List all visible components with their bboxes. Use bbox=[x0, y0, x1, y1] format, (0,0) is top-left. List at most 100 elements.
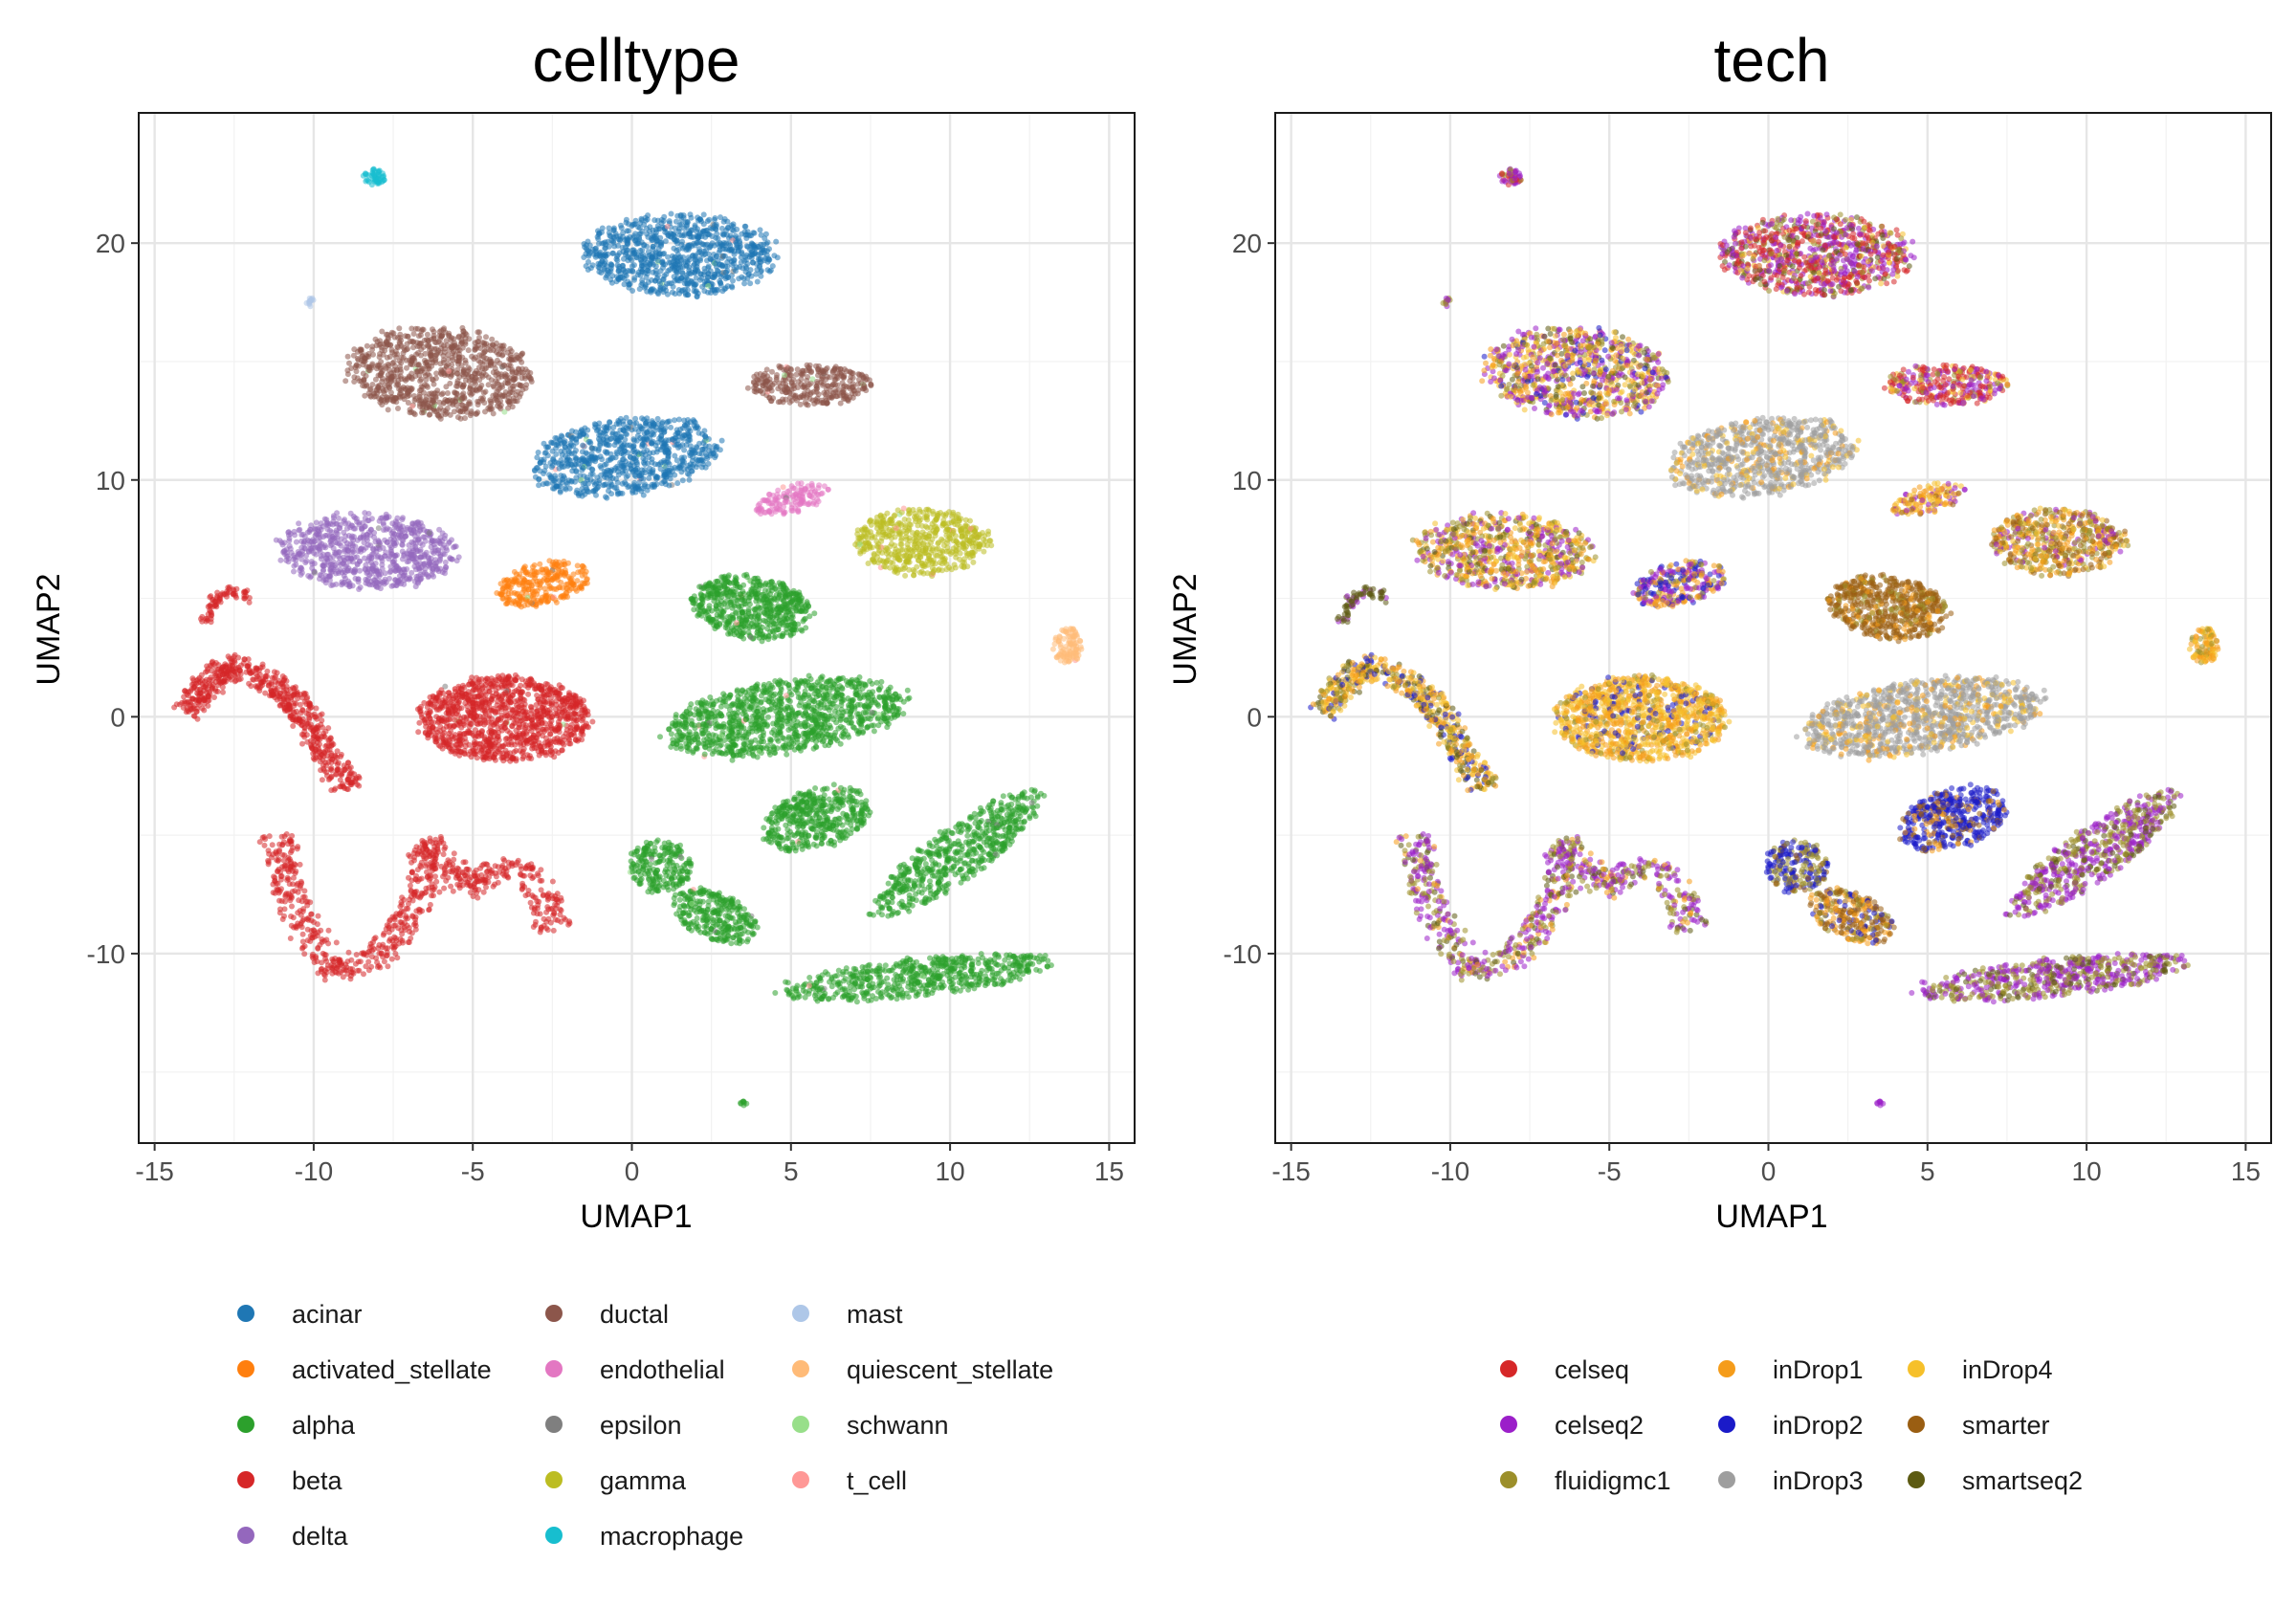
celltype-point bbox=[307, 527, 313, 533]
celltype-point bbox=[491, 385, 497, 390]
celltype-point bbox=[857, 541, 863, 547]
celltype-point bbox=[563, 561, 568, 567]
celltype-point bbox=[608, 451, 614, 457]
celltype-point bbox=[754, 267, 760, 273]
celltype-point bbox=[423, 351, 429, 357]
celltype-point bbox=[860, 386, 866, 392]
celltype-point bbox=[412, 411, 418, 417]
celltype-point bbox=[459, 325, 465, 331]
celltype-point bbox=[579, 429, 585, 434]
celltype-point bbox=[454, 395, 460, 401]
celltype-point bbox=[427, 412, 432, 418]
celltype-point bbox=[424, 337, 430, 342]
celltype-point bbox=[609, 273, 615, 278]
celltype-point bbox=[959, 563, 964, 569]
celltype-point bbox=[551, 440, 557, 446]
celltype-point bbox=[381, 522, 386, 528]
celltype-point bbox=[568, 442, 574, 448]
celltype-point bbox=[294, 539, 299, 545]
celltype-point bbox=[550, 449, 556, 454]
celltype-point bbox=[683, 259, 689, 265]
celltype-point bbox=[842, 383, 848, 388]
celltype-point bbox=[694, 444, 699, 450]
celltype-point bbox=[930, 521, 936, 527]
celltype-point bbox=[826, 487, 831, 493]
celltype-point bbox=[499, 353, 505, 359]
celltype-point bbox=[338, 561, 343, 567]
celltype-point bbox=[916, 518, 922, 524]
celltype-point bbox=[838, 366, 844, 372]
celltype-point bbox=[643, 434, 649, 440]
celltype-point bbox=[548, 473, 554, 479]
celltype-point bbox=[626, 461, 631, 467]
celltype-point bbox=[629, 288, 635, 294]
celltype-point bbox=[887, 543, 893, 549]
celltype-point bbox=[598, 465, 604, 471]
celltype-point bbox=[442, 397, 448, 403]
celltype-point bbox=[437, 333, 443, 339]
celltype-point bbox=[291, 563, 297, 569]
celltype-point bbox=[890, 520, 895, 526]
celltype-point bbox=[378, 341, 384, 347]
celltype-point bbox=[429, 560, 434, 565]
celltype-point bbox=[452, 389, 457, 395]
celltype-point bbox=[758, 388, 763, 394]
celltype-point bbox=[631, 480, 637, 486]
celltype-point bbox=[825, 400, 830, 406]
celltype-point bbox=[970, 560, 976, 565]
celltype-point bbox=[413, 540, 419, 546]
celltype-point bbox=[743, 253, 749, 258]
celltype-point bbox=[427, 530, 432, 536]
celltype-point bbox=[506, 595, 512, 601]
celltype-point bbox=[654, 481, 660, 487]
celltype-point bbox=[533, 604, 539, 609]
celltype-point bbox=[636, 234, 642, 240]
celltype-point bbox=[704, 455, 710, 461]
celltype-point bbox=[416, 363, 422, 368]
celltype-point bbox=[569, 429, 575, 434]
celltype-point bbox=[508, 357, 514, 363]
celltype-point bbox=[669, 211, 674, 217]
celltype-point bbox=[676, 430, 682, 436]
celltype-point bbox=[373, 583, 379, 588]
celltype-point bbox=[547, 583, 553, 589]
celltype-point bbox=[431, 329, 437, 335]
celltype-point bbox=[974, 531, 980, 537]
celltype-point bbox=[624, 220, 629, 226]
celltype-point bbox=[472, 379, 477, 385]
celltype-point bbox=[559, 593, 564, 599]
celltype-point bbox=[322, 542, 328, 548]
celltype-point bbox=[862, 524, 868, 530]
celltype-point bbox=[619, 461, 625, 467]
celltype-point bbox=[392, 335, 398, 341]
celltype-point bbox=[382, 538, 387, 543]
celltype-point bbox=[353, 576, 359, 582]
celltype-point bbox=[550, 486, 556, 492]
celltype-point bbox=[297, 527, 302, 533]
celltype-point bbox=[920, 510, 926, 516]
celltype-point bbox=[850, 395, 856, 401]
celltype-point bbox=[791, 496, 797, 502]
celltype-point bbox=[456, 358, 462, 363]
celltype-point bbox=[784, 385, 789, 390]
celltype-point bbox=[571, 465, 577, 471]
celltype-point bbox=[706, 217, 712, 223]
celltype-point bbox=[460, 408, 466, 414]
celltype-point bbox=[874, 519, 880, 525]
celltype-point bbox=[666, 453, 672, 459]
celltype-point bbox=[944, 527, 950, 533]
celltype-point bbox=[960, 543, 966, 549]
celltype-point bbox=[808, 390, 814, 396]
celltype-point bbox=[965, 538, 971, 543]
celltype-point bbox=[506, 586, 512, 592]
celltype-point bbox=[443, 384, 449, 389]
celltype-point bbox=[511, 599, 517, 605]
celltype-point bbox=[569, 435, 575, 441]
celltype-point bbox=[755, 279, 761, 285]
celltype-point bbox=[296, 520, 301, 526]
celltype-point bbox=[701, 211, 707, 217]
celltype-grid bbox=[139, 113, 1135, 1143]
celltype-point bbox=[543, 480, 549, 486]
celltype-point bbox=[924, 525, 930, 531]
